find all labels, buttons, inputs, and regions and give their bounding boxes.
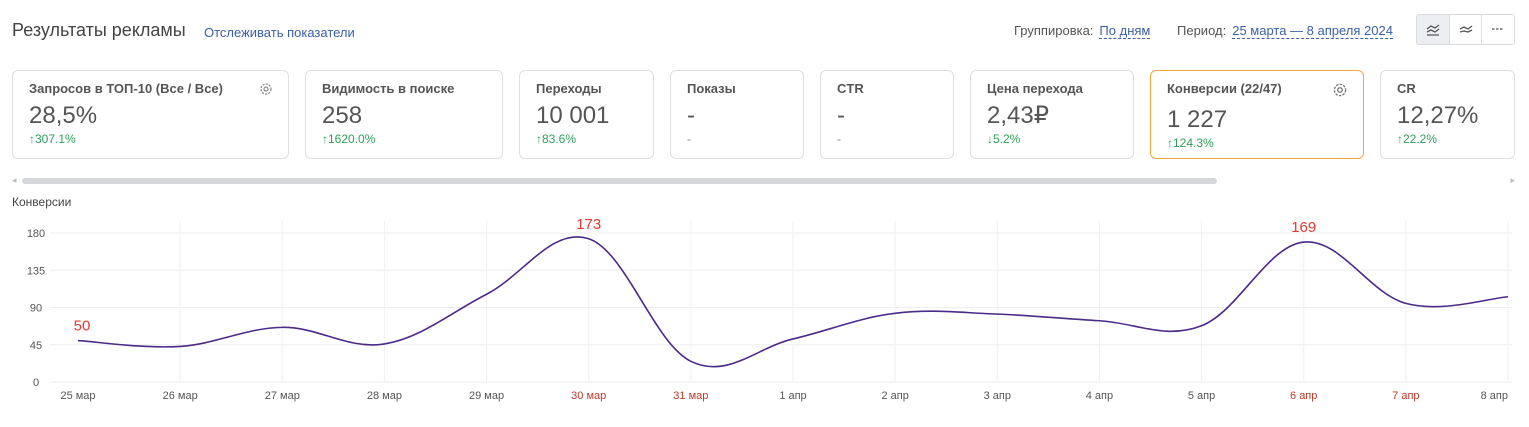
metric-card-title: CR bbox=[1397, 81, 1416, 96]
arrow-up-icon: ↑ bbox=[1167, 136, 1173, 150]
metric-card-title: Переходы bbox=[536, 81, 602, 96]
x-tick-label: 2 апр bbox=[881, 390, 908, 402]
line-chart-icon bbox=[1459, 24, 1472, 33]
series-line[interactable] bbox=[77, 236, 1509, 368]
data-label: 169 bbox=[1291, 219, 1316, 236]
metric-card-cr[interactable]: CR 12,27% ↑22.2% bbox=[1380, 70, 1515, 159]
metric-card-delta: ↑124.3% bbox=[1167, 136, 1214, 150]
metric-card-ctr[interactable]: CTR - - bbox=[820, 70, 954, 159]
metric-card-value: 1 227 bbox=[1167, 106, 1228, 133]
metric-card-clicks[interactable]: Переходы 10 001 ↑83.6% bbox=[519, 70, 654, 159]
metric-card-title: Видимость в поиске bbox=[322, 81, 455, 96]
arrow-up-icon: ↑ bbox=[1397, 132, 1403, 146]
x-tick-label: 7 апр bbox=[1392, 390, 1419, 402]
metric-card-delta: - bbox=[837, 132, 841, 146]
gear-icon[interactable] bbox=[258, 81, 274, 97]
page-title: Результаты рекламы bbox=[12, 20, 186, 40]
scroll-left-icon[interactable]: ◂ bbox=[12, 175, 17, 185]
metric-card-visibility[interactable]: Видимость в поиске 258 ↑1620.0% bbox=[305, 70, 503, 159]
scroll-right-icon[interactable]: ▸ bbox=[1510, 175, 1515, 185]
area-chart-view-button[interactable] bbox=[1417, 15, 1450, 44]
view-toggle bbox=[1416, 14, 1515, 45]
metric-card-title: Показы bbox=[687, 81, 736, 96]
x-tick-label: 1 апр bbox=[779, 390, 806, 402]
dash-lines-icon bbox=[1492, 27, 1505, 30]
metric-card-value: 258 bbox=[322, 102, 363, 129]
data-label: 173 bbox=[576, 216, 601, 233]
y-tick-label: 90 bbox=[30, 303, 42, 315]
track-metrics-link[interactable]: Отслеживать показатели bbox=[204, 25, 355, 40]
area-chart-icon bbox=[1426, 23, 1440, 36]
page-header: Результаты рекламы Отслеживать показател… bbox=[12, 14, 1515, 50]
metric-card-title: Запросов в ТОП-10 (Все / Все) bbox=[29, 81, 223, 96]
arrow-up-icon: ↑ bbox=[29, 132, 35, 146]
grouping-label: Группировка: bbox=[1014, 23, 1094, 38]
data-label: 50 bbox=[74, 318, 91, 335]
scrollbar-thumb[interactable] bbox=[22, 178, 1217, 184]
x-tick-label: 31 мар bbox=[673, 390, 708, 402]
conversions-chart: 0 45 90 135 180 25 мар 26 мар 27 мар 28 мар 29 ма… bbox=[27, 216, 1512, 402]
x-tick-label: 28 мар bbox=[367, 390, 402, 402]
metric-card-value: 28,5% bbox=[29, 102, 98, 129]
metric-card-value: 12,27% bbox=[1397, 102, 1479, 129]
metric-card-delta: - bbox=[687, 132, 691, 146]
metric-cards: Запросов в ТОП-10 (Все / Все) 28,5% ↑307… bbox=[12, 70, 1515, 160]
x-tick-label: 25 мар bbox=[60, 390, 95, 402]
grouping-dropdown[interactable]: По дням bbox=[1099, 23, 1151, 39]
metric-card-impressions[interactable]: Показы - - bbox=[670, 70, 804, 159]
x-tick-label: 4 апр bbox=[1086, 390, 1113, 402]
cards-scrollbar: ◂ ▸ bbox=[12, 175, 1515, 187]
metric-card-title: Цена перехода bbox=[987, 81, 1083, 96]
period-control: Период: 25 марта — 8 апреля 2024 bbox=[1177, 23, 1393, 39]
x-tick-label: 29 мар bbox=[469, 390, 504, 402]
arrow-up-icon: ↑ bbox=[322, 132, 328, 146]
chart-ylabel: Конверсии bbox=[12, 195, 72, 209]
grouping-control: Группировка: По дням bbox=[1014, 23, 1151, 39]
metric-card-top10[interactable]: Запросов в ТОП-10 (Все / Все) 28,5% ↑307… bbox=[12, 70, 289, 159]
metric-card-value: 2,43₽ bbox=[987, 102, 1049, 129]
metric-card-cpc[interactable]: Цена перехода 2,43₽ ↓5.2% bbox=[970, 70, 1134, 159]
scrollbar-track[interactable] bbox=[22, 178, 1505, 184]
arrow-up-icon: ↑ bbox=[536, 132, 542, 146]
metric-card-delta: ↑307.1% bbox=[29, 132, 76, 146]
metric-card-title: Конверсии (22/47) bbox=[1167, 81, 1282, 96]
gear-icon[interactable] bbox=[1331, 81, 1349, 99]
y-tick-label: 0 bbox=[33, 377, 39, 389]
y-tick-label: 135 bbox=[27, 265, 45, 277]
period-label: Период: bbox=[1177, 23, 1227, 38]
metric-card-value: - bbox=[687, 102, 695, 129]
metric-card-value: 10 001 bbox=[536, 102, 610, 129]
metric-card-conversions[interactable]: Конверсии (22/47) 1 227 ↑124.3% bbox=[1150, 70, 1364, 159]
x-tick-label: 30 мар bbox=[571, 390, 606, 402]
metric-card-delta: ↑83.6% bbox=[536, 132, 577, 146]
metric-card-delta: ↓5.2% bbox=[987, 132, 1021, 146]
x-tick-label: 27 мар bbox=[265, 390, 300, 402]
x-tick-label: 3 апр bbox=[984, 390, 1011, 402]
x-tick-label: 8 апр bbox=[1481, 390, 1508, 402]
metric-card-delta: ↑1620.0% bbox=[322, 132, 376, 146]
x-tick-label: 26 мар bbox=[163, 390, 198, 402]
metric-card-value: - bbox=[837, 102, 845, 129]
line-chart-view-button[interactable] bbox=[1449, 15, 1483, 44]
period-picker[interactable]: 25 марта — 8 апреля 2024 bbox=[1232, 23, 1393, 39]
arrow-down-icon: ↓ bbox=[987, 132, 993, 146]
y-tick-label: 180 bbox=[27, 228, 45, 240]
metric-card-delta: ↑22.2% bbox=[1397, 132, 1438, 146]
y-tick-label: 45 bbox=[30, 340, 42, 352]
x-tick-label: 5 апр bbox=[1188, 390, 1215, 402]
x-tick-label: 6 апр bbox=[1290, 390, 1317, 402]
metric-card-title: CTR bbox=[837, 81, 864, 96]
compact-view-button[interactable] bbox=[1482, 15, 1514, 44]
